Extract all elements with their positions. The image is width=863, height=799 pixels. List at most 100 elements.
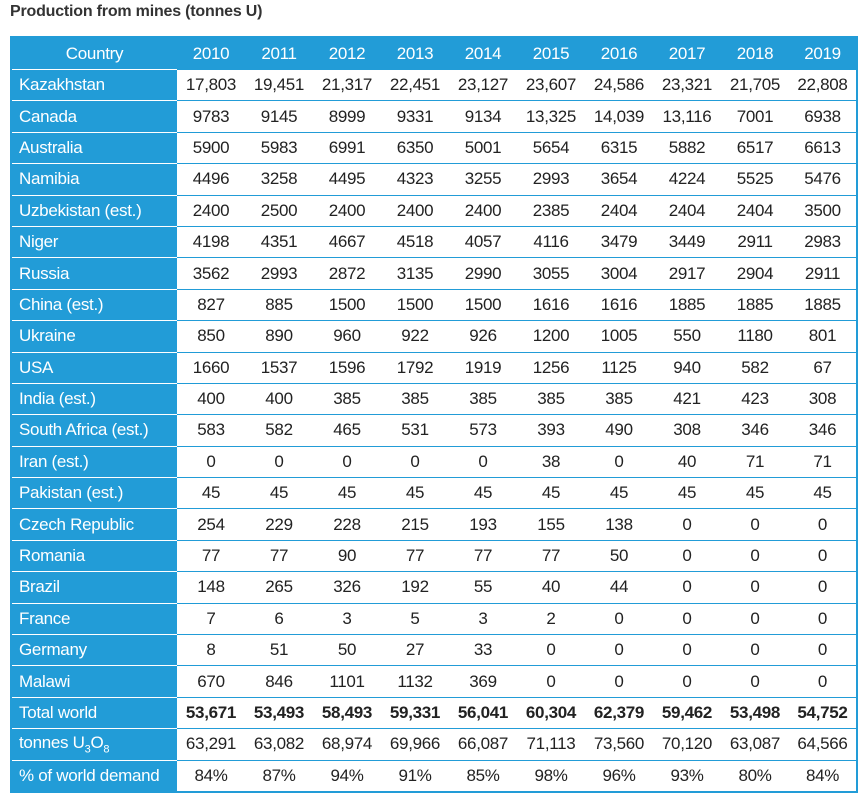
table-cell: 0 xyxy=(721,539,789,572)
table-cell: 1132 xyxy=(381,665,449,698)
table-row: France 7 6 3 5 3 2 0 0 0 0 xyxy=(11,602,857,635)
table-cell: 45 xyxy=(177,477,245,509)
table-cell: 6350 xyxy=(381,131,449,164)
table-row: Russia 3562 2993 2872 3135 2990 3055 3004 2917 29… xyxy=(11,257,857,290)
table-cell: 885 xyxy=(245,288,313,321)
table-cell: 93% xyxy=(653,759,721,792)
table-cell: 2911 xyxy=(721,225,789,258)
table-cell: 13,325 xyxy=(517,100,585,133)
table-cell: 77 xyxy=(517,539,585,572)
table-row: Australia 5900 5983 6991 6350 5001 5654 6315 588… xyxy=(11,131,857,164)
table-cell: 59,331 xyxy=(381,696,449,729)
row-label: Russia xyxy=(11,257,177,290)
table-cell: 45 xyxy=(313,477,381,509)
table-cell: 0 xyxy=(789,665,857,698)
table-cell: 17,803 xyxy=(177,68,245,101)
table-cell: 9331 xyxy=(381,100,449,133)
table-cell: 254 xyxy=(177,508,245,541)
table-cell: 0 xyxy=(721,508,789,541)
table-cell: 7001 xyxy=(721,100,789,133)
table-row: Iran (est.) 0 0 0 0 0 38 0 40 71 71 xyxy=(11,445,857,478)
table-cell: 573 xyxy=(449,414,517,447)
table-cell: 9783 xyxy=(177,100,245,133)
row-label: Romania xyxy=(11,539,177,572)
table-cell: 385 xyxy=(517,382,585,415)
table-cell: 45 xyxy=(245,477,313,509)
table-cell: 3 xyxy=(313,602,381,635)
table-row: Total world 53,671 53,493 58,493 59,331 56,04… xyxy=(11,696,857,729)
table-cell: 0 xyxy=(653,571,721,604)
table-cell: 155 xyxy=(517,508,585,541)
table-cell: 45 xyxy=(653,477,721,509)
table-cell: 4323 xyxy=(381,163,449,196)
table-cell: 94% xyxy=(313,759,381,792)
table-cell: 6517 xyxy=(721,131,789,164)
table-cell: 67 xyxy=(789,351,857,384)
table-title: Production from mines (tonnes U) xyxy=(10,3,263,20)
table-cell: 40 xyxy=(517,571,585,604)
table-cell: 308 xyxy=(653,414,721,447)
table-cell: 44 xyxy=(585,571,653,604)
table-cell: 3004 xyxy=(585,257,653,290)
table-cell: 2404 xyxy=(721,194,789,227)
table-cell: 3135 xyxy=(381,257,449,290)
table-cell: 5525 xyxy=(721,163,789,196)
table-cell: 265 xyxy=(245,571,313,604)
column-header-year: 2018 xyxy=(721,37,789,70)
table-cell: 1616 xyxy=(517,288,585,321)
table-cell: 53,493 xyxy=(245,696,313,729)
table-cell: 0 xyxy=(789,571,857,604)
table-row: Ukraine 850 890 960 922 926 1200 1005 550 1180 801 xyxy=(11,320,857,353)
table-cell: 0 xyxy=(313,445,381,478)
table-row: Czech Republic 254 229 228 215 193 155 138 0 0 0 xyxy=(11,508,857,541)
table-cell: 193 xyxy=(449,508,517,541)
table-row: South Africa (est.) 583 582 465 531 573 393 490… xyxy=(11,414,857,447)
table-cell: 0 xyxy=(517,634,585,666)
table-cell: 33 xyxy=(449,634,517,666)
table-cell: 0 xyxy=(177,445,245,478)
table-cell: 2990 xyxy=(449,257,517,290)
table-cell: 465 xyxy=(313,414,381,447)
table-cell: 423 xyxy=(721,382,789,415)
table-cell: 84% xyxy=(177,759,245,792)
table-cell: 890 xyxy=(245,320,313,353)
table-cell: 1596 xyxy=(313,351,381,384)
table-cell: 2400 xyxy=(177,194,245,227)
table-cell: 550 xyxy=(653,320,721,353)
table-cell: 4116 xyxy=(517,225,585,258)
table-cell: 1792 xyxy=(381,351,449,384)
table-cell: 582 xyxy=(721,351,789,384)
table-cell: 138 xyxy=(585,508,653,541)
table-cell: 8 xyxy=(177,634,245,666)
table-cell: 670 xyxy=(177,665,245,698)
table-cell: 45 xyxy=(585,477,653,509)
table-cell: 5983 xyxy=(245,131,313,164)
table-cell: 77 xyxy=(245,539,313,572)
table-row: Malawi 670 846 1101 1132 369 0 0 0 0 0 xyxy=(11,665,857,698)
table-cell: 22,808 xyxy=(789,68,857,101)
table-cell: 63,087 xyxy=(721,728,789,761)
table-cell: 23,321 xyxy=(653,68,721,101)
table-cell: 369 xyxy=(449,665,517,698)
table-cell: 19,451 xyxy=(245,68,313,101)
table-cell: 55 xyxy=(449,571,517,604)
table-row: Namibia 4496 3258 4495 4323 3255 2993 3654 4224 5… xyxy=(11,163,857,196)
table-cell: 2993 xyxy=(245,257,313,290)
table-cell: 58,493 xyxy=(313,696,381,729)
table-cell: 3562 xyxy=(177,257,245,290)
table-row: Kazakhstan 17,803 19,451 21,317 22,451 23,127… xyxy=(11,68,857,101)
table-cell: 2404 xyxy=(653,194,721,227)
table-cell: 192 xyxy=(381,571,449,604)
table-cell: 0 xyxy=(245,445,313,478)
table-cell: 4518 xyxy=(381,225,449,258)
table-cell: 45 xyxy=(721,477,789,509)
table-cell: 3500 xyxy=(789,194,857,227)
table-cell: 40 xyxy=(653,445,721,478)
table-cell: 346 xyxy=(721,414,789,447)
table-cell: 1101 xyxy=(313,665,381,698)
table-cell: 69,966 xyxy=(381,728,449,761)
table-cell: 21,705 xyxy=(721,68,789,101)
table-cell: 850 xyxy=(177,320,245,353)
table-cell: 60,304 xyxy=(517,696,585,729)
row-label: tonnes U3O8 xyxy=(11,728,177,761)
